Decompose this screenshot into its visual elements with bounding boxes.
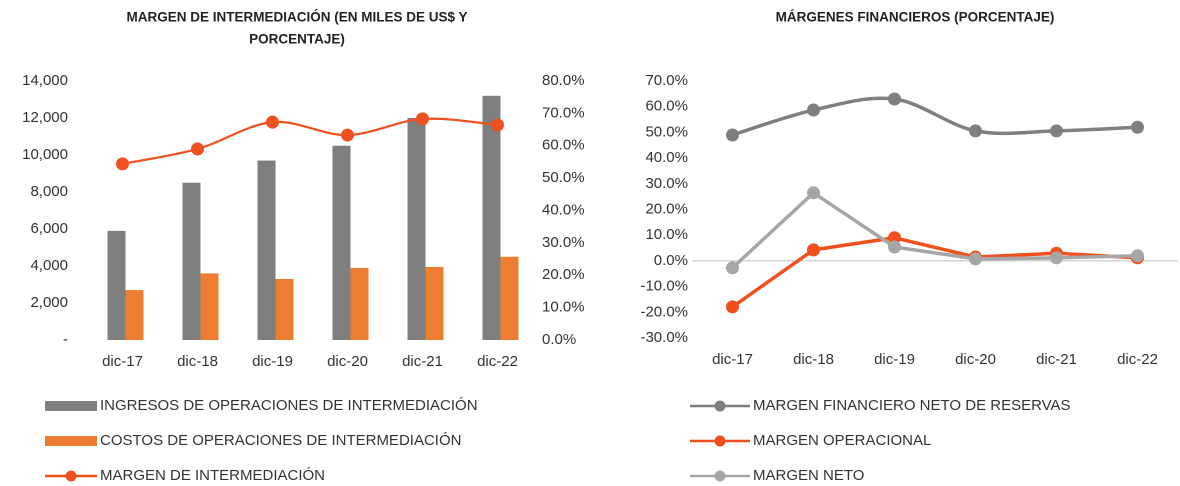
legend-label: MARGEN OPERACIONAL: [753, 432, 931, 449]
bar: [332, 145, 351, 340]
y-tick-label: 10.0%: [645, 226, 688, 243]
y2-tick-label: 70.0%: [542, 104, 585, 121]
marker: [888, 92, 901, 106]
marker: [888, 240, 901, 254]
y-tick-label: 6,000: [30, 220, 68, 237]
chart-title: MARGEN DE INTERMEDIACIÓN (EN MILES DE US…: [126, 10, 467, 25]
marker: [191, 142, 204, 156]
bar: [275, 278, 294, 340]
y2-tick-label: 20.0%: [542, 266, 585, 283]
legend-label: COSTOS DE OPERACIONES DE INTERMEDIACIÓN: [100, 432, 461, 449]
y2-tick-label: 50.0%: [542, 169, 585, 186]
x-tick-label: dic-17: [102, 353, 143, 370]
x-tick-label: dic-19: [874, 351, 915, 368]
y-tick-label: 8,000: [30, 183, 68, 200]
legend-marker: [714, 435, 726, 447]
bar: [425, 266, 444, 340]
marker: [807, 103, 820, 117]
line: [122, 117, 498, 165]
line: [731, 190, 1138, 270]
bar: [200, 273, 219, 340]
marker: [1131, 249, 1144, 263]
y-tick-label: 12,000: [22, 109, 68, 126]
bar: [500, 256, 519, 340]
chart-title: PORCENTAJE): [249, 32, 345, 47]
marker: [266, 115, 279, 129]
legend-label: MARGEN NETO: [753, 467, 864, 484]
x-tick-label: dic-22: [477, 353, 518, 370]
x-tick-label: dic-18: [793, 351, 834, 368]
y2-tick-label: 0.0%: [542, 331, 576, 348]
y-tick-label: 2,000: [30, 294, 68, 311]
bar: [482, 95, 501, 340]
marker: [416, 112, 429, 126]
marker: [807, 186, 820, 200]
marker: [1050, 251, 1063, 265]
bar: [350, 267, 369, 340]
y-tick-label: -20.0%: [640, 303, 688, 320]
y-tick-label: 0.0%: [654, 252, 688, 269]
legend-marker: [714, 400, 726, 412]
bar: [407, 118, 426, 340]
x-tick-label: dic-21: [1036, 351, 1077, 368]
marker: [969, 124, 982, 138]
marker: [1050, 124, 1063, 138]
x-tick-label: dic-17: [712, 351, 753, 368]
y-tick-label: 60.0%: [645, 98, 688, 115]
y-tick-label: 50.0%: [645, 123, 688, 140]
y2-tick-label: 80.0%: [542, 72, 585, 89]
bar: [125, 290, 144, 340]
chart-title: MÁRGENES FINANCIEROS (PORCENTAJE): [776, 10, 1055, 25]
y-tick-label: 30.0%: [645, 175, 688, 192]
y-tick-label: 20.0%: [645, 200, 688, 217]
line: [731, 235, 1138, 309]
bar: [182, 182, 201, 340]
marker: [491, 118, 504, 132]
line: [731, 96, 1138, 137]
bar: [257, 160, 276, 340]
y2-tick-label: 30.0%: [542, 234, 585, 251]
legend-marker: [714, 470, 726, 482]
marker: [969, 252, 982, 266]
bar: [107, 230, 126, 340]
y-tick-label: 4,000: [30, 257, 68, 274]
y-tick-label: 70.0%: [645, 72, 688, 89]
marker: [116, 157, 129, 171]
marker: [341, 128, 354, 142]
marker: [726, 261, 739, 275]
legend-swatch: [45, 436, 97, 446]
y-tick-label: 40.0%: [645, 149, 688, 166]
y2-tick-label: 10.0%: [542, 299, 585, 316]
legend-marker: [65, 470, 77, 482]
x-tick-label: dic-20: [327, 353, 368, 370]
x-tick-label: dic-18: [177, 353, 218, 370]
y2-tick-label: 40.0%: [542, 201, 585, 218]
marker: [726, 128, 739, 142]
marker: [1131, 120, 1144, 134]
legend-label: MARGEN FINANCIERO NETO DE RESERVAS: [753, 397, 1071, 414]
legend-label: INGRESOS DE OPERACIONES DE INTERMEDIACIÓ…: [100, 397, 478, 414]
legend-label: MARGEN DE INTERMEDIACIÓN: [100, 467, 325, 484]
marker: [888, 231, 901, 245]
y-tick-label: 10,000: [22, 146, 68, 163]
y-tick-label: -30.0%: [640, 329, 688, 346]
x-tick-label: dic-20: [955, 351, 996, 368]
legend-swatch: [45, 401, 97, 411]
marker: [807, 243, 820, 257]
y2-tick-label: 60.0%: [542, 137, 585, 154]
x-tick-label: dic-21: [402, 353, 443, 370]
marker: [726, 300, 739, 314]
y-tick-label: 14,000: [22, 72, 68, 89]
x-tick-label: dic-19: [252, 353, 293, 370]
y-tick-label: -: [63, 331, 68, 348]
y-tick-label: -10.0%: [640, 278, 688, 295]
x-tick-label: dic-22: [1117, 351, 1158, 368]
